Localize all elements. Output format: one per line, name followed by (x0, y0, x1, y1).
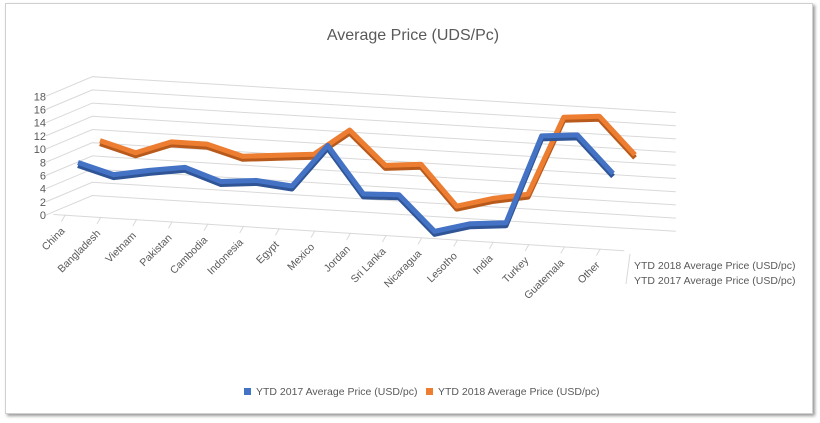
chart-title: Average Price (UDS/Pc) (327, 27, 499, 44)
x-tick-label: Pakistan (138, 232, 175, 269)
x-tick-label: Mexico (285, 241, 317, 273)
legend: YTD 2017 Average Price (USD/pc) YTD 2018 … (244, 386, 599, 398)
y-tick-label: 18 (34, 91, 46, 103)
x-tick (132, 218, 138, 227)
x-tick (453, 239, 459, 247)
x-tick (239, 225, 245, 234)
depth-axis-label: YTD 2018 Average Price (USD/pc) (634, 260, 795, 272)
gridline (45, 76, 676, 114)
x-tick (381, 234, 387, 243)
x-tick-label: Other (575, 259, 602, 286)
y-tick-label: 10 (34, 144, 46, 156)
y-tick-label: 16 (34, 104, 46, 116)
x-tick-label: China (40, 225, 68, 253)
x-tick (417, 237, 423, 245)
gridline (45, 155, 676, 193)
depth-axis-line (625, 253, 631, 285)
y-tick-label: 12 (34, 131, 46, 143)
x-tick (203, 223, 209, 231)
y-tick-label: 0 (40, 210, 46, 222)
x-tick-label: Lesotho (425, 250, 460, 285)
x-tick (60, 214, 66, 222)
chart-frame: Average Price (UDS/Pc) 0 2 4 6 8 10 12 14 16 18 C… (5, 3, 813, 414)
x-tick (560, 246, 566, 254)
x-tick-label: Sri Lanka (349, 246, 389, 286)
legend-swatch (426, 388, 433, 395)
x-tick-label: Turkey (500, 254, 531, 285)
gridline (45, 89, 676, 127)
x-axis-line (53, 213, 625, 252)
y-tick-label: 6 (40, 170, 46, 182)
y-tick-label: 14 (34, 118, 46, 130)
x-tick (346, 232, 352, 240)
legend-swatch (244, 388, 251, 395)
x-tick-label: India (471, 252, 496, 277)
gridline (45, 194, 676, 232)
x-tick-label: Vietnam (103, 230, 139, 266)
gridline (45, 128, 676, 166)
x-tick (595, 248, 601, 256)
gridline (45, 115, 676, 153)
legend-label: YTD 2017 Average Price (USD/pc) (256, 386, 417, 398)
x-tick (167, 221, 173, 229)
gridlines (45, 76, 676, 256)
x-tick-label: Egypt (254, 239, 282, 267)
y-tick-label: 2 (40, 197, 46, 209)
series-lines (77, 113, 637, 237)
series-line-2017 (77, 132, 615, 234)
y-tick-label: 4 (40, 184, 46, 196)
x-tick-label: Indonesia (205, 236, 246, 277)
gridline (45, 142, 676, 180)
depth-axis-labels: YTD 2018 Average Price (USD/pc) YTD 2017 … (625, 253, 795, 287)
x-tick (488, 241, 494, 250)
gridline (45, 102, 676, 140)
x-tick-label: Jordan (322, 243, 353, 274)
x-tick (96, 216, 102, 225)
series-line-2018 (99, 113, 637, 209)
x-tick (274, 227, 280, 236)
x-tick (524, 243, 530, 252)
x-tick (310, 230, 316, 238)
y-tick-label: 8 (40, 157, 46, 169)
legend-label: YTD 2018 Average Price (USD/pc) (438, 386, 599, 398)
depth-axis-label: YTD 2017 Average Price (USD/pc) (634, 275, 795, 287)
